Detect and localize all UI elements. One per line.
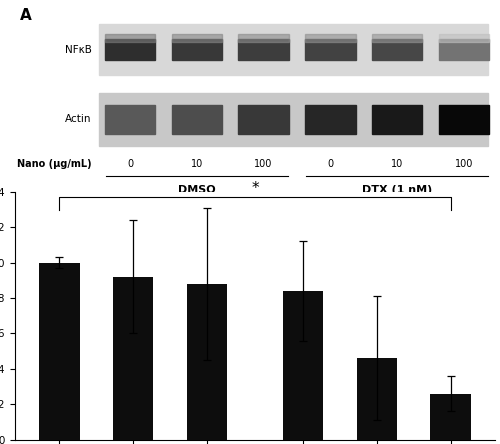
Bar	[356, 358, 397, 440]
Bar	[172, 105, 222, 134]
Bar	[99, 93, 488, 146]
Bar	[372, 39, 422, 60]
Text: 100: 100	[254, 159, 273, 169]
Text: 10: 10	[391, 159, 403, 169]
Text: Nano (μg/mL): Nano (μg/mL)	[17, 159, 92, 169]
Bar	[305, 39, 356, 60]
Bar	[238, 34, 289, 43]
Text: A: A	[20, 8, 32, 23]
Bar	[438, 39, 489, 60]
Text: 0: 0	[328, 159, 334, 169]
Text: 100: 100	[454, 159, 473, 169]
Text: DTX (1 nM): DTX (1 nM)	[362, 185, 432, 195]
Bar	[438, 105, 489, 134]
Text: Actin: Actin	[66, 115, 92, 124]
Text: *: *	[251, 181, 259, 196]
Bar	[372, 34, 422, 43]
Bar	[99, 24, 488, 75]
Bar	[305, 105, 356, 134]
Bar	[305, 34, 356, 43]
Bar	[238, 39, 289, 60]
Bar	[172, 39, 222, 60]
Bar	[430, 393, 471, 440]
Bar	[238, 105, 289, 134]
Bar	[172, 34, 222, 43]
Bar	[105, 34, 156, 43]
Text: 10: 10	[191, 159, 203, 169]
Text: DMSO: DMSO	[178, 185, 216, 195]
Bar	[372, 105, 422, 134]
Text: NFκB: NFκB	[65, 44, 92, 55]
Bar	[186, 284, 228, 440]
Bar	[438, 34, 489, 43]
Bar	[105, 39, 156, 60]
Text: 0: 0	[127, 159, 134, 169]
Bar	[113, 277, 154, 440]
Bar	[282, 291, 324, 440]
Bar	[105, 105, 156, 134]
Bar	[39, 263, 80, 440]
